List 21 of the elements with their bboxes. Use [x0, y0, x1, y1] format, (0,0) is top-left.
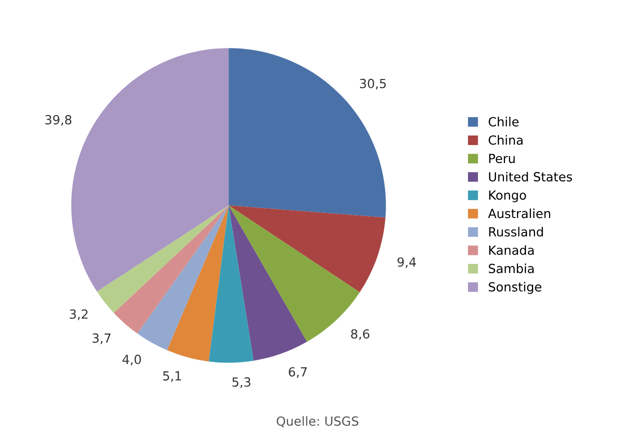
data-label: 5,1: [163, 371, 181, 382]
data-label: 4,0: [122, 354, 141, 366]
legend-label: Australien: [488, 208, 550, 218]
legend-label: Sambia: [488, 264, 534, 274]
legend-label: Kongo: [489, 190, 526, 202]
source-note: Quelle: USGS: [276, 416, 358, 428]
data-label: 3,7: [92, 333, 111, 344]
data-label: 9,4: [398, 257, 416, 268]
legend-label: Kanada: [489, 245, 534, 255]
legend-label: United States: [489, 172, 572, 182]
legend-label: China: [488, 135, 523, 145]
data-label: 6,7: [288, 367, 307, 378]
data-label: 3,2: [70, 309, 88, 320]
legend-label: Peru: [489, 154, 515, 164]
data-label: 5,3: [232, 377, 250, 388]
data-label: 8,6: [351, 329, 370, 340]
data-label: 30,5: [360, 78, 386, 90]
legend-label: Sonstige: [488, 282, 542, 294]
legend-label: Russland: [489, 226, 543, 237]
data-label: 39,8: [45, 115, 72, 126]
legend-label: Chile: [488, 116, 519, 126]
